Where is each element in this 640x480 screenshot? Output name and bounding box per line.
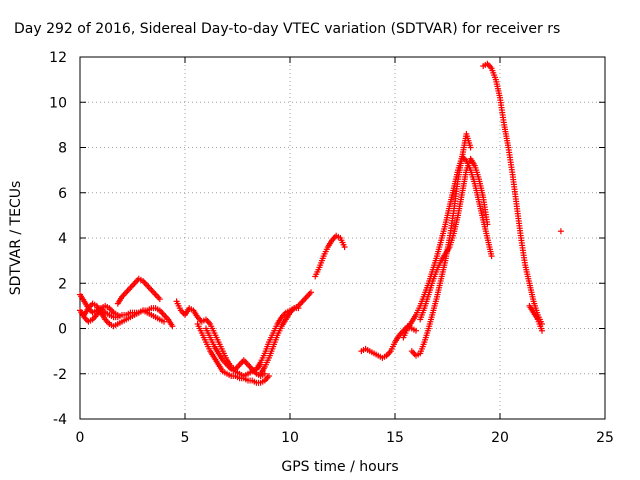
data-point [557,228,564,235]
y-axis-label: SDTVAR / TECUs [8,181,24,296]
y-tick-label: 6 [58,186,67,202]
data-point [308,289,314,296]
data-point [161,318,167,325]
data-point [266,373,272,380]
x-tick-label: 25 [596,430,614,446]
y-tick-label: 12 [49,50,67,66]
y-tick-label: -2 [53,367,67,383]
data-point [413,327,419,334]
axis-ticks: 0 5 10 15 20 25 -4 -2 0 2 4 6 8 10 12 [49,50,614,446]
y-tick-label: 8 [58,141,67,157]
data-point [295,305,302,312]
x-tick-label: 10 [281,430,299,446]
x-tick-label: 5 [181,430,190,446]
y-tick-label: 4 [58,231,67,247]
data-point [467,144,474,151]
x-tick-label: 20 [491,430,509,446]
data-point [156,296,163,303]
x-axis-label: GPS time / hours [281,459,398,475]
data-point [484,221,491,228]
y-tick-label: 0 [58,322,67,338]
chart-title: Day 292 of 2016, Sidereal Day-to-day VTE… [14,21,560,37]
y-tick-label: -4 [53,412,67,428]
grid [80,57,605,419]
y-tick-label: 10 [49,95,67,111]
data-point [114,311,121,318]
x-tick-label: 0 [76,430,85,446]
data-point [488,253,495,260]
data-point [169,323,176,330]
x-tick-label: 15 [386,430,404,446]
y-tick-label: 2 [58,276,67,292]
data-point [341,244,348,251]
data-point [539,327,545,334]
data-points [77,60,564,386]
